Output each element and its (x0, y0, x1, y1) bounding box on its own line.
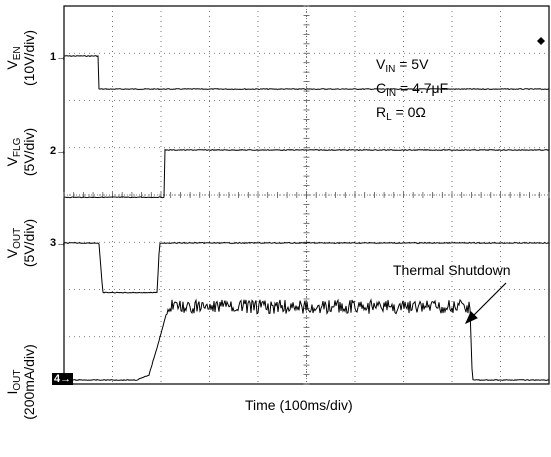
channel-4-axis-label: IOUT (200mA/div) (4, 344, 37, 420)
channel-3-trace (63, 241, 550, 294)
thermal-shutdown-annotation: Thermal Shutdown (393, 262, 511, 278)
channel-2-marker: 2→ (50, 145, 68, 157)
annotation-arrow-head (464, 311, 478, 325)
oscilloscope-plot: VEN (10V/div) VFLG (5V/div) VOUT (5V/div… (4, 5, 550, 420)
trigger-marker-icon (537, 37, 545, 45)
channel-2-trace (63, 148, 550, 199)
channel-1-trace (64, 55, 550, 91)
channel-3-axis-label: VOUT (5V/div) (4, 218, 37, 268)
channel-3-marker: 3→ (50, 237, 68, 249)
channel-4-marker: 4→ (52, 373, 74, 385)
condition-cin: CIN = 4.7μF (376, 80, 449, 99)
plot-area (63, 5, 550, 385)
condition-rl: RL = 0Ω (376, 104, 426, 123)
channel-4-trace (63, 298, 550, 381)
x-axis-label: Time (100ms/div) (245, 397, 353, 413)
channel-1-marker: 1→ (50, 51, 68, 63)
condition-vin: VIN = 5V (376, 56, 429, 75)
